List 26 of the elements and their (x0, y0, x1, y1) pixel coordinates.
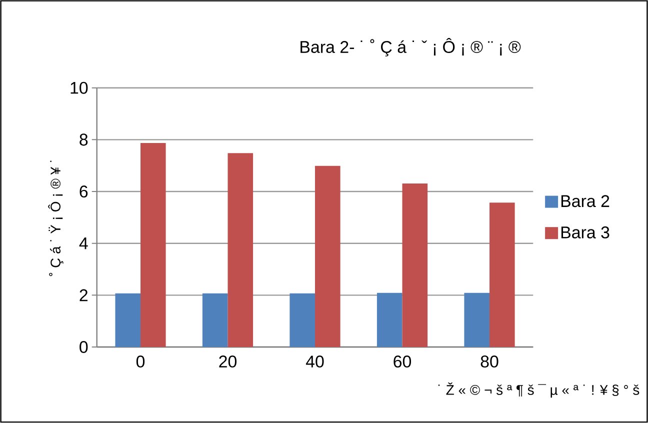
bar (290, 293, 315, 348)
y-tick-label: 2 (80, 289, 88, 302)
chart-title: Bara 2- ˙ ˚ Ç á ˙ ˇ ¡ Ô ¡ ® ¨ ¡ ® (300, 38, 521, 56)
bar (376, 292, 402, 348)
x-tick-label: 40 (306, 356, 324, 368)
x-tick-label: 0 (136, 356, 145, 368)
x-tick-label: 60 (394, 356, 412, 368)
legend-label: Bara 2 (561, 195, 610, 208)
y-tick-label: 6 (80, 186, 88, 198)
y-tick-label: 8 (80, 134, 88, 146)
bar (464, 292, 490, 348)
x-tick-label: 80 (480, 356, 498, 368)
bar (115, 293, 140, 348)
bar (315, 166, 340, 348)
legend-label: Bara 3 (561, 226, 610, 238)
y-axis-title: ˚ Ç á ˙ Ÿ ¡ Ô ¡ ® ¥ ˙ (48, 160, 64, 276)
bar (490, 202, 515, 348)
y-tick-label: 10 (70, 82, 88, 94)
y-tick-label: 4 (79, 238, 88, 250)
bar (202, 293, 228, 348)
x-tick-label: 20 (219, 356, 237, 368)
y-tick-label: 0 (80, 341, 88, 354)
bar (228, 153, 254, 348)
bar (140, 143, 166, 348)
x-axis-title: ˙ Ž « © ¬ š ª ¶ š ¯ µ « ª ˙ ! ¥ § ° š (438, 382, 640, 398)
bar (402, 184, 428, 348)
